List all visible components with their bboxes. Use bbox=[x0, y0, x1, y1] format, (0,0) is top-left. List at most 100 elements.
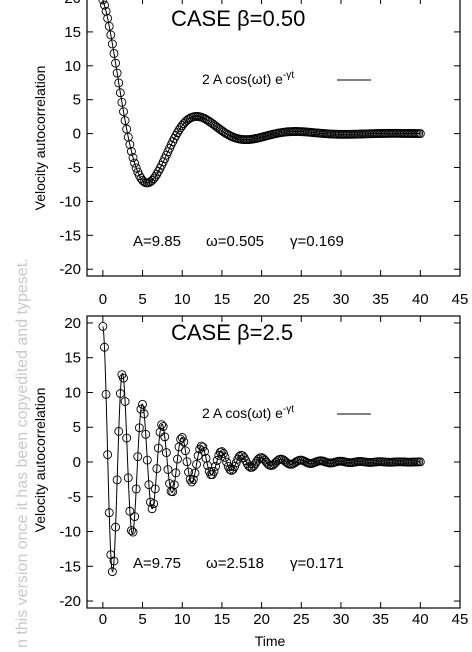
data-point bbox=[160, 432, 170, 442]
data-point bbox=[161, 448, 171, 458]
data-point bbox=[217, 447, 227, 457]
data-point bbox=[152, 169, 162, 179]
x-tick-label: 5 bbox=[138, 291, 146, 308]
data-point bbox=[201, 453, 211, 463]
data-point bbox=[139, 409, 149, 419]
data-point bbox=[171, 468, 181, 478]
data-point bbox=[100, 342, 109, 352]
y-tick-label: -10 bbox=[59, 193, 81, 210]
data-point bbox=[149, 174, 159, 184]
data-point bbox=[131, 163, 141, 173]
y-tick-label: 15 bbox=[64, 24, 81, 41]
y-tick-label: -20 bbox=[59, 261, 81, 278]
top-data-points bbox=[98, 0, 425, 188]
data-point bbox=[173, 454, 182, 464]
data-point bbox=[109, 49, 119, 58]
data-point bbox=[136, 404, 146, 414]
x-tick-label: 5 bbox=[138, 611, 146, 628]
data-point bbox=[190, 468, 200, 478]
data-point bbox=[120, 116, 130, 126]
bottom-param-gamma: γ=0.171 bbox=[290, 555, 344, 572]
data-point bbox=[111, 522, 121, 532]
x-tick-label: 25 bbox=[293, 291, 310, 308]
data-point bbox=[174, 125, 184, 135]
top-param-gamma: γ=0.169 bbox=[290, 233, 344, 250]
data-point bbox=[179, 119, 189, 128]
y-tick-label: 15 bbox=[64, 350, 81, 367]
data-point bbox=[204, 116, 214, 126]
y-tick-label: 0 bbox=[73, 126, 81, 143]
data-point bbox=[257, 453, 267, 463]
x-tick-label: 40 bbox=[412, 291, 429, 308]
data-point bbox=[157, 420, 167, 430]
data-point bbox=[107, 39, 117, 49]
data-point bbox=[147, 504, 157, 514]
data-point bbox=[153, 443, 163, 453]
data-point bbox=[114, 426, 124, 436]
data-point bbox=[171, 131, 181, 140]
data-point bbox=[193, 451, 203, 461]
data-point bbox=[130, 158, 140, 168]
bottom-x-axis-label: Time bbox=[255, 633, 286, 649]
panel-top: 0 5 10 15 20 25 30 35 40 45 20 15 10 5 0 -5 -10 -15 -20 CA… bbox=[32, 0, 468, 308]
top-params: A=9.85 ω=0.505 γ=0.169 bbox=[133, 233, 344, 250]
data-point bbox=[101, 6, 111, 16]
x-tick-label: 20 bbox=[253, 291, 270, 308]
data-point bbox=[104, 21, 114, 31]
data-point bbox=[234, 451, 244, 461]
x-tick-label: 45 bbox=[452, 611, 469, 628]
y-tick-label: 0 bbox=[73, 454, 81, 471]
y-tick-label: -5 bbox=[68, 160, 81, 177]
x-tick-label: 25 bbox=[293, 611, 310, 628]
data-point bbox=[138, 399, 148, 409]
top-legend: 2 A cos(ωt) e-γt bbox=[202, 70, 371, 87]
top-ticks: 0 5 10 15 20 25 30 35 40 45 20 15 10 5 0 -5 -10 -15 -20 bbox=[59, 0, 468, 308]
data-point bbox=[277, 454, 287, 464]
data-point bbox=[123, 473, 133, 483]
data-point bbox=[146, 177, 155, 187]
bottom-plot-frame bbox=[86, 315, 461, 609]
y-tick-label: 5 bbox=[73, 92, 81, 109]
data-point bbox=[125, 506, 135, 516]
y-tick-label: -5 bbox=[68, 489, 81, 506]
data-point bbox=[141, 429, 151, 439]
data-point bbox=[215, 125, 225, 135]
data-point bbox=[107, 567, 117, 577]
x-tick-label: 10 bbox=[174, 611, 191, 628]
data-point bbox=[222, 457, 232, 467]
data-point bbox=[126, 146, 136, 156]
data-point bbox=[115, 88, 125, 98]
data-point bbox=[192, 459, 201, 469]
y-tick-label: -15 bbox=[59, 227, 81, 244]
bottom-ticks: 0 5 10 15 20 25 30 35 40 45 20 15 10 5 0 -5 -10 -15 -20 bbox=[59, 315, 468, 628]
top-y-axis-label: Velocity autocorrelation bbox=[32, 66, 48, 211]
top-plot-frame bbox=[86, 0, 461, 277]
data-point bbox=[415, 129, 425, 139]
data-point bbox=[126, 526, 136, 536]
x-tick-label: 0 bbox=[99, 611, 107, 628]
bottom-data-points bbox=[98, 321, 425, 577]
data-point bbox=[119, 107, 128, 117]
data-point bbox=[184, 467, 194, 477]
bottom-param-omega: ω=2.518 bbox=[206, 555, 264, 572]
y-tick-label: 20 bbox=[64, 0, 81, 7]
bottom-legend-label: 2 A cos(ωt) e-γt bbox=[202, 404, 294, 421]
data-point bbox=[104, 508, 114, 518]
data-point bbox=[134, 171, 144, 181]
data-point bbox=[150, 484, 160, 494]
y-tick-label: 20 bbox=[64, 315, 81, 332]
bottom-fit-line bbox=[102, 326, 421, 573]
data-point bbox=[249, 461, 259, 471]
data-point bbox=[111, 58, 121, 68]
data-point bbox=[120, 397, 130, 406]
x-tick-label: 20 bbox=[253, 611, 270, 628]
x-tick-label: 15 bbox=[214, 291, 231, 308]
data-point bbox=[188, 475, 198, 484]
data-point bbox=[128, 153, 138, 163]
data-point bbox=[280, 457, 290, 466]
data-point bbox=[217, 126, 227, 136]
data-point bbox=[163, 465, 173, 474]
data-point bbox=[158, 422, 168, 431]
data-point bbox=[185, 474, 195, 484]
data-point bbox=[133, 452, 143, 462]
